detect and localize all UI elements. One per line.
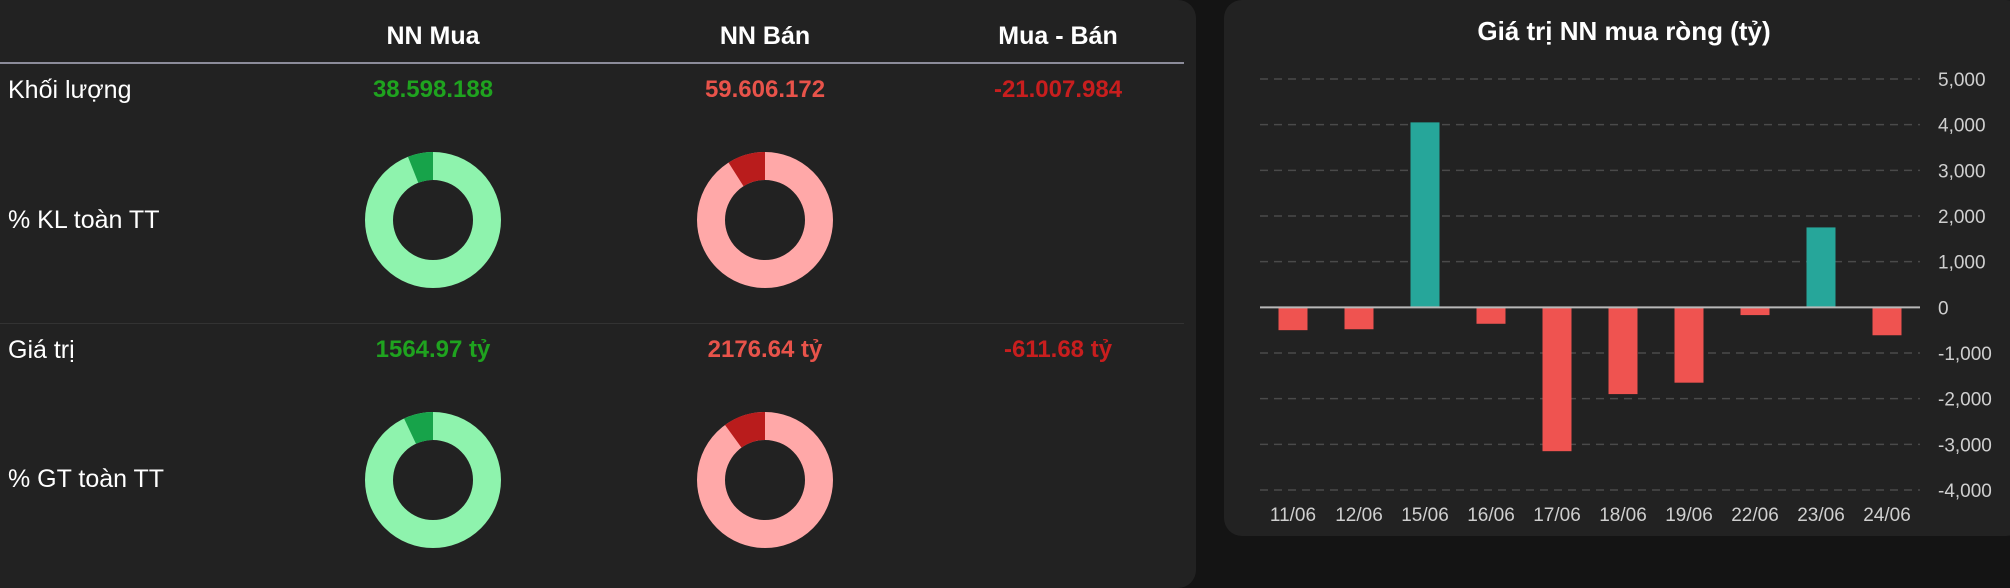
x-tick-label: 24/06: [1863, 505, 1911, 526]
bar-24-06[interactable]: [1872, 307, 1902, 336]
gt-sell-donut-share: [725, 412, 765, 448]
label-gia-tri: Giá trị: [8, 336, 75, 364]
y-tick-label: 3,000: [1938, 161, 1986, 182]
header-mua-ban: Mua - Bán: [998, 22, 1118, 50]
bar-11-06[interactable]: [1278, 307, 1308, 331]
x-tick-label: 12/06: [1335, 505, 1383, 526]
x-tick-labels: 11/06 12/06 15/06 16/06 17/06 18/06 19/06 22/06…: [1270, 505, 1911, 526]
header-divider: [0, 62, 1184, 64]
y-tick-label: 1,000: [1938, 253, 1986, 274]
chart-title: Giá trị NN mua ròng (tỷ): [1477, 16, 1771, 46]
gt-buy-donut-share: [404, 412, 433, 444]
x-tick-label: 19/06: [1665, 505, 1713, 526]
y-tick-label: 2,000: [1938, 207, 1986, 228]
x-tick-label: 23/06: [1797, 505, 1845, 526]
bar-19-06[interactable]: [1674, 307, 1704, 383]
gt-buy-value: 1564.97 tỷ: [375, 336, 491, 363]
x-tick-label: 17/06: [1533, 505, 1581, 526]
bar-18-06[interactable]: [1608, 307, 1638, 395]
bars: [1278, 122, 1902, 452]
label-kl-pct: % KL toàn TT: [8, 206, 160, 234]
gt-net-value: -611.68 tỷ: [1003, 336, 1113, 363]
foreign-trading-table: [0, 0, 1196, 588]
gt-sell-donut: [697, 412, 833, 548]
y-tick-label: -4,000: [1938, 481, 1992, 502]
label-khoi-luong: Khối lượng: [8, 76, 132, 104]
x-tick-label: 11/06: [1270, 505, 1316, 526]
x-tick-label: 15/06: [1401, 505, 1449, 526]
bar-23-06[interactable]: [1806, 227, 1836, 308]
y-tick-label: 0: [1938, 298, 1949, 319]
kl-net-value: -21.007.984: [993, 76, 1123, 103]
row-divider: [0, 323, 1184, 324]
bar-15-06[interactable]: [1410, 122, 1440, 308]
y-tick-label: -1,000: [1938, 344, 1992, 365]
label-gt-pct: % GT toàn TT: [8, 465, 165, 493]
bar-12-06[interactable]: [1344, 307, 1374, 330]
kl-buy-donut-share: [407, 152, 433, 183]
x-tick-label: 16/06: [1467, 505, 1515, 526]
y-tick-label: -3,000: [1938, 435, 1992, 456]
kl-buy-value: 38.598.188: [372, 76, 494, 103]
kl-sell-donut: [697, 152, 833, 288]
y-tick-label: 4,000: [1938, 116, 1986, 137]
gt-sell-value: 2176.64 tỷ: [707, 336, 823, 363]
grid-lines: [1260, 78, 1920, 491]
net-buy-chart-panel: [1224, 0, 2010, 536]
x-tick-label: 22/06: [1731, 505, 1779, 526]
y-tick-label: -2,000: [1938, 390, 1992, 411]
y-tick-label: 5,000: [1938, 70, 1986, 91]
bar-22-06[interactable]: [1740, 307, 1770, 316]
header-nn-mua: NN Mua: [386, 22, 480, 50]
kl-sell-value: 59.606.172: [704, 76, 826, 103]
y-tick-labels: 5,000 4,000 3,000 2,000 1,000 0 -1,000 -2,000 -3…: [1938, 70, 1992, 502]
bar-17-06[interactable]: [1542, 307, 1572, 452]
x-tick-label: 18/06: [1599, 505, 1647, 526]
gt-buy-donut: [365, 412, 501, 548]
bar-16-06[interactable]: [1476, 307, 1506, 324]
header-nn-ban: NN Bán: [719, 22, 811, 50]
kl-sell-donut-share: [728, 152, 765, 187]
kl-buy-donut: [365, 152, 501, 288]
